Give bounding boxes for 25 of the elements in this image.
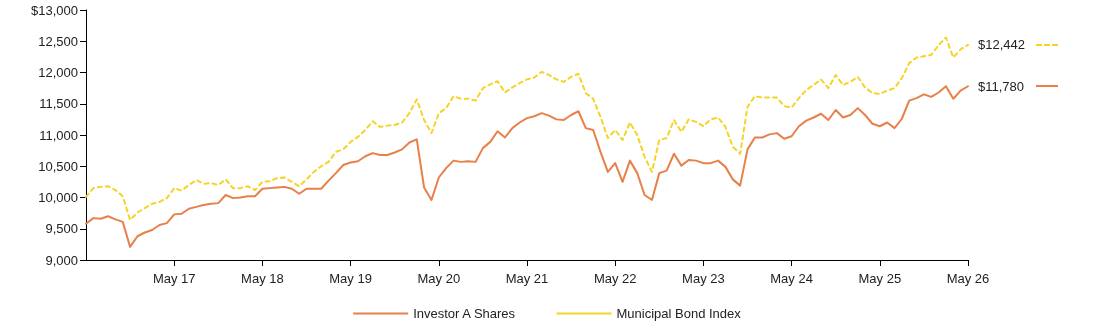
x-tick-label: May 24 — [770, 271, 813, 286]
annotation: $11,780 — [978, 78, 1025, 94]
y-tick-label: 12,500 — [38, 33, 78, 49]
y-tick-label: 9,000 — [45, 252, 78, 268]
y-tick-label: 9,500 — [45, 221, 78, 237]
legend-label: Municipal Bond Index — [616, 306, 742, 321]
y-tick-label: 12,000 — [38, 65, 78, 80]
x-tick-label: May 25 — [858, 271, 902, 286]
legend-label: Investor A Shares — [413, 306, 516, 321]
y-tick-label: 10,000 — [38, 190, 78, 205]
x-tick-label: May 21 — [505, 271, 549, 286]
annotation: $12,442 — [978, 37, 1025, 53]
x-tick-label: May 26 — [946, 271, 990, 286]
y-tick-label: $13,000 — [31, 2, 78, 18]
x-tick-label: May 23 — [682, 271, 725, 286]
x-tick-label: May 18 — [241, 271, 284, 286]
line-series — [85, 36, 969, 221]
y-tick-label: 11,000 — [39, 127, 78, 143]
line-series — [85, 85, 969, 248]
x-tick-label: May 17 — [152, 271, 196, 286]
x-tick-label: May 19 — [329, 271, 372, 286]
x-tick-label: May 20 — [417, 271, 461, 286]
x-tick-label: May 22 — [593, 271, 637, 286]
y-tick-label: 11,500 — [39, 96, 78, 112]
y-tick-label: 10,500 — [38, 158, 78, 174]
